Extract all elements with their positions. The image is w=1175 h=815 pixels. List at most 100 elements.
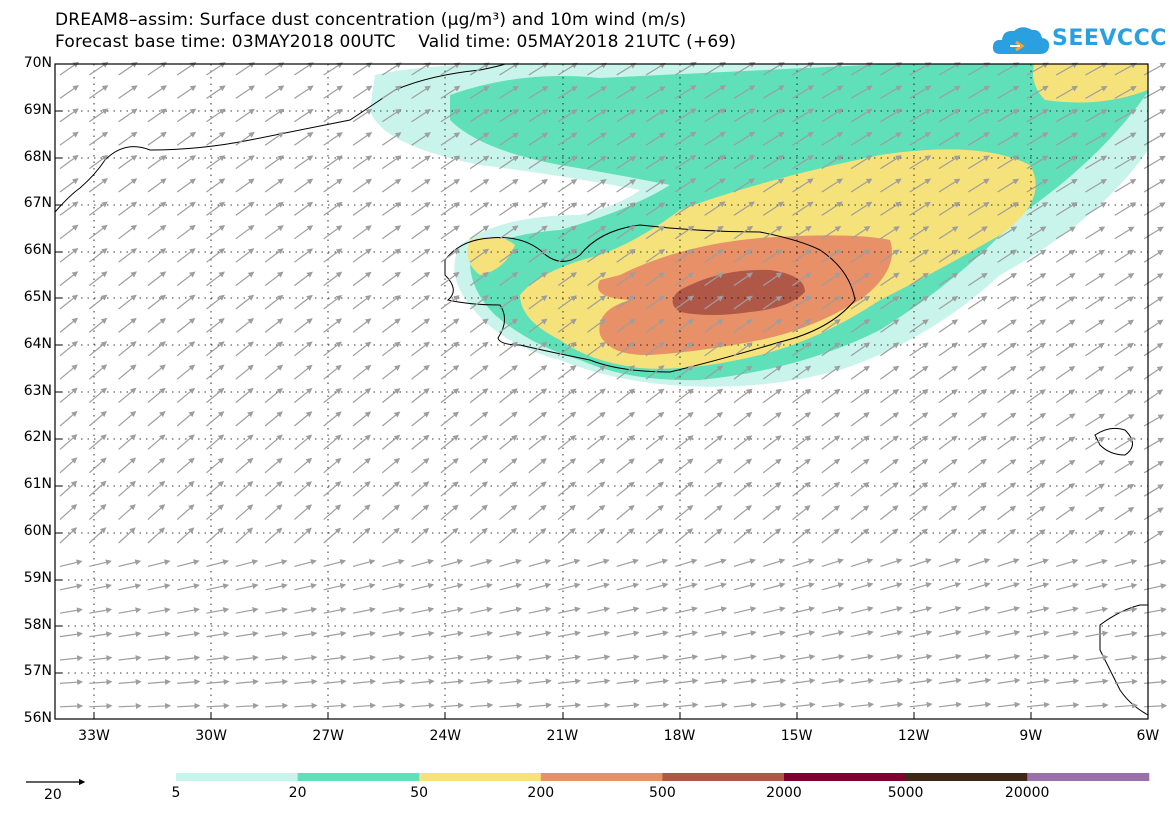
wind-arrow xyxy=(733,155,756,170)
wind-arrow xyxy=(792,155,814,170)
wind-arrow xyxy=(792,249,812,263)
wind-arrow xyxy=(323,271,343,287)
wind-arrow xyxy=(1085,582,1109,591)
wind-arrow xyxy=(557,318,577,333)
wind-arrow xyxy=(821,435,841,450)
wind-arrow xyxy=(967,85,991,99)
wind-arrow xyxy=(499,132,519,146)
wind-arrow xyxy=(587,318,607,333)
lat-label: 67N xyxy=(23,195,52,212)
wind-arrow xyxy=(704,481,723,497)
wind-arrow xyxy=(938,458,958,474)
wind-arrow xyxy=(264,387,284,404)
wind-arrow xyxy=(352,434,371,450)
wind-arrow xyxy=(499,85,520,99)
wind-arrow xyxy=(557,179,578,193)
wind-arrow xyxy=(411,225,431,240)
wind-arrow xyxy=(440,606,464,614)
wind-arrow xyxy=(264,108,285,123)
wind-arrow xyxy=(411,458,430,474)
wind-arrow xyxy=(59,247,79,263)
wind-arrow xyxy=(1144,678,1168,685)
wind-arrow xyxy=(88,131,109,146)
coastline-faroes xyxy=(1094,427,1133,456)
wind-arrow xyxy=(235,178,255,193)
wind-arrow xyxy=(938,558,962,567)
wind-arrow xyxy=(733,225,754,240)
wind-arrow xyxy=(850,365,870,380)
wind-arrow xyxy=(118,271,137,287)
wind-arrow xyxy=(147,655,171,662)
wind-arrow xyxy=(411,527,430,544)
wind-arrow xyxy=(763,702,787,708)
wind-arrow xyxy=(528,132,549,146)
wind-arrow xyxy=(880,458,899,474)
wind-arrow xyxy=(997,178,1020,193)
wind-arrow xyxy=(851,701,875,708)
wind-arrow xyxy=(587,272,607,287)
wind-arrow xyxy=(294,364,313,380)
wind-arrow xyxy=(381,341,401,357)
wind-arrow xyxy=(147,131,167,146)
dust-contours xyxy=(370,64,1148,387)
wind-arrow xyxy=(821,412,841,427)
wind-arrow xyxy=(997,202,1019,216)
wind-arrow xyxy=(1143,389,1164,404)
wind-arrow xyxy=(616,528,635,544)
wind-arrow xyxy=(704,458,723,474)
wind-arrow xyxy=(147,364,166,380)
wind-arrow xyxy=(381,85,402,99)
wind-arrow xyxy=(880,629,904,638)
wind-arrow xyxy=(206,108,226,123)
wind-arrow xyxy=(411,155,431,170)
wind-arrow xyxy=(967,249,988,263)
wind-arrow xyxy=(381,132,402,146)
wind-arrow xyxy=(704,582,727,591)
wind-arrow xyxy=(880,132,902,146)
wind-arrow xyxy=(792,505,811,521)
wind-arrow xyxy=(528,504,547,521)
wind-arrow xyxy=(206,434,225,450)
wind-arrow xyxy=(645,341,665,357)
wind-arrow xyxy=(762,295,783,310)
legend-swatch xyxy=(905,773,1028,781)
wind-arrow xyxy=(1085,558,1108,567)
wind-arrow xyxy=(294,132,314,146)
wind-arrow xyxy=(1055,226,1076,240)
wind-arrow xyxy=(176,62,197,76)
wind-arrow xyxy=(616,202,636,216)
wind-arrow xyxy=(59,631,83,638)
wind-arrow xyxy=(147,434,166,450)
wind-arrow xyxy=(265,702,289,709)
wind-arrow xyxy=(792,225,812,240)
wind-arrow xyxy=(381,295,401,310)
wind-arrow xyxy=(499,318,519,333)
wind-arrow xyxy=(382,582,405,591)
wind-arrow xyxy=(469,132,490,146)
legend-label: 50 xyxy=(410,785,429,801)
wind-arrow xyxy=(1114,630,1138,638)
wind-arrow xyxy=(118,457,137,474)
wind-arrow xyxy=(469,155,490,170)
wind-arrow xyxy=(733,435,753,450)
wind-arrow xyxy=(704,342,724,357)
wind-arrow xyxy=(645,225,666,240)
wind-arrow xyxy=(323,62,344,76)
wind-arrow xyxy=(206,294,225,310)
wind-arrow xyxy=(1114,109,1137,123)
wind-arrow xyxy=(997,132,1020,146)
wind-arrow xyxy=(381,62,402,76)
wind-arrow xyxy=(850,295,871,310)
wind-arrow xyxy=(587,504,606,521)
wind-arrow xyxy=(235,62,256,76)
wind-arrow xyxy=(499,365,518,380)
wind-arrow xyxy=(587,582,610,591)
wind-arrow xyxy=(1026,606,1050,614)
wind-arrow xyxy=(704,388,724,404)
wind-arrow xyxy=(733,388,753,404)
wind-arrow xyxy=(88,248,108,263)
wind-arrow xyxy=(587,225,607,240)
wind-arrow xyxy=(411,606,435,614)
wind-arrow xyxy=(880,272,900,287)
wind-arrow xyxy=(821,85,844,99)
